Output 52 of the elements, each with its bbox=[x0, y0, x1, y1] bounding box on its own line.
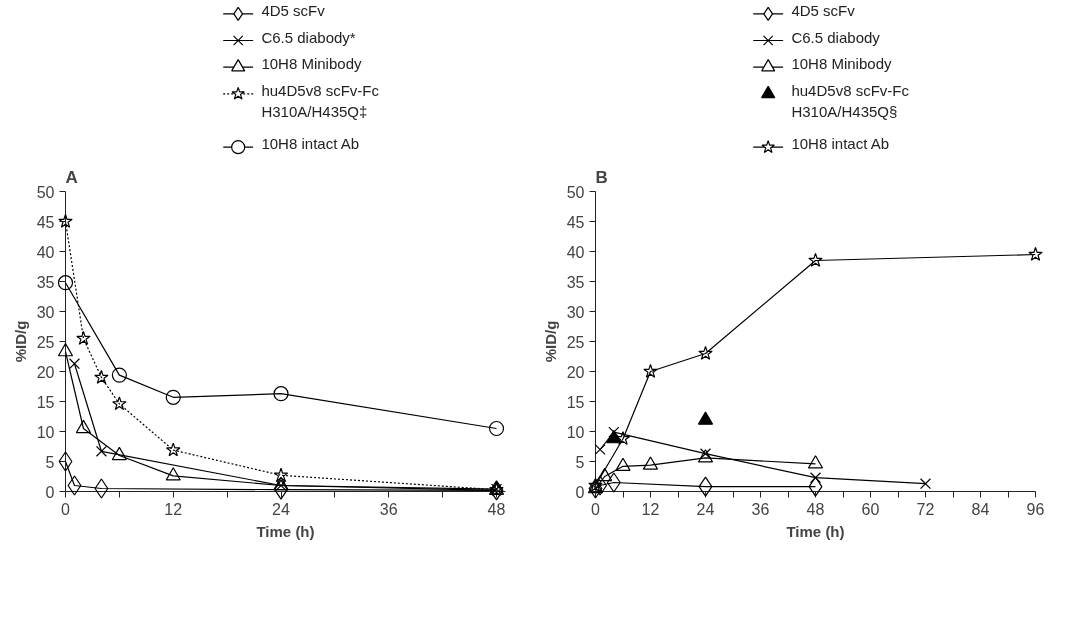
y-axis-title: %ID/g bbox=[11, 320, 29, 363]
x-tick-label: 24 bbox=[696, 500, 715, 518]
legend-label: hu4D5v8 scFv-Fc H310A/H435Q§ bbox=[791, 81, 910, 121]
legend-label: hu4D5v8 scFv-Fc H310A/H435Q‡ bbox=[261, 81, 380, 121]
x-tick-label: 36 bbox=[379, 500, 398, 518]
chart-title: B bbox=[595, 167, 608, 187]
y-tick-label: 5 bbox=[575, 453, 585, 471]
x-axis-title: Time (h) bbox=[256, 522, 315, 540]
legend-label: 10H8 intact Ab bbox=[791, 135, 889, 153]
x-tick-label: 60 bbox=[861, 500, 880, 518]
y-tick-label: 0 bbox=[575, 483, 585, 501]
y-tick-label: 25 bbox=[566, 333, 585, 351]
legend-label: C6.5 diabody* bbox=[261, 28, 356, 46]
x-tick-label: 0 bbox=[591, 500, 601, 518]
y-tick-label: 0 bbox=[45, 483, 55, 501]
x-tick-label: 12 bbox=[164, 500, 183, 518]
y-tick-label: 5 bbox=[45, 453, 55, 471]
y-tick-label: 15 bbox=[36, 393, 55, 411]
chart-title: A bbox=[65, 167, 78, 187]
x-tick-label: 48 bbox=[487, 500, 506, 518]
x-tick-label: 84 bbox=[971, 500, 990, 518]
y-tick-label: 20 bbox=[566, 363, 585, 381]
x-tick-label: 48 bbox=[806, 500, 825, 518]
legend-label: 4D5 scFv bbox=[261, 1, 326, 19]
y-tick-label: 35 bbox=[566, 273, 585, 291]
y-tick-label: 45 bbox=[566, 213, 585, 231]
x-tick-label: 72 bbox=[916, 500, 935, 518]
x-tick-label: 0 bbox=[61, 500, 71, 518]
y-tick-label: 10 bbox=[36, 423, 55, 441]
x-tick-label: 12 bbox=[641, 500, 660, 518]
y-tick-label: 35 bbox=[36, 273, 55, 291]
y-tick-label: 50 bbox=[566, 183, 585, 201]
x-axis-title: Time (h) bbox=[786, 522, 845, 540]
x-tick-label: 96 bbox=[1026, 500, 1045, 518]
y-tick-label: 30 bbox=[36, 303, 55, 321]
y-tick-label: 30 bbox=[566, 303, 585, 321]
x-tick-label: 36 bbox=[751, 500, 770, 518]
legend-label: 10H8 Minibody bbox=[791, 55, 892, 73]
legend-label: 10H8 intact Ab bbox=[261, 135, 359, 153]
y-tick-label: 20 bbox=[36, 363, 55, 381]
legend-label: C6.5 diabody bbox=[791, 28, 881, 46]
y-tick-label: 50 bbox=[36, 183, 55, 201]
legend-label: 10H8 Minibody bbox=[261, 55, 362, 73]
y-axis-title: %ID/g bbox=[541, 320, 559, 363]
y-tick-label: 45 bbox=[36, 213, 55, 231]
y-tick-label: 40 bbox=[566, 243, 585, 261]
y-tick-label: 10 bbox=[566, 423, 585, 441]
y-tick-label: 25 bbox=[36, 333, 55, 351]
x-tick-label: 24 bbox=[272, 500, 291, 518]
y-tick-label: 40 bbox=[36, 243, 55, 261]
y-tick-label: 15 bbox=[566, 393, 585, 411]
legend-label: 4D5 scFv bbox=[791, 1, 856, 19]
